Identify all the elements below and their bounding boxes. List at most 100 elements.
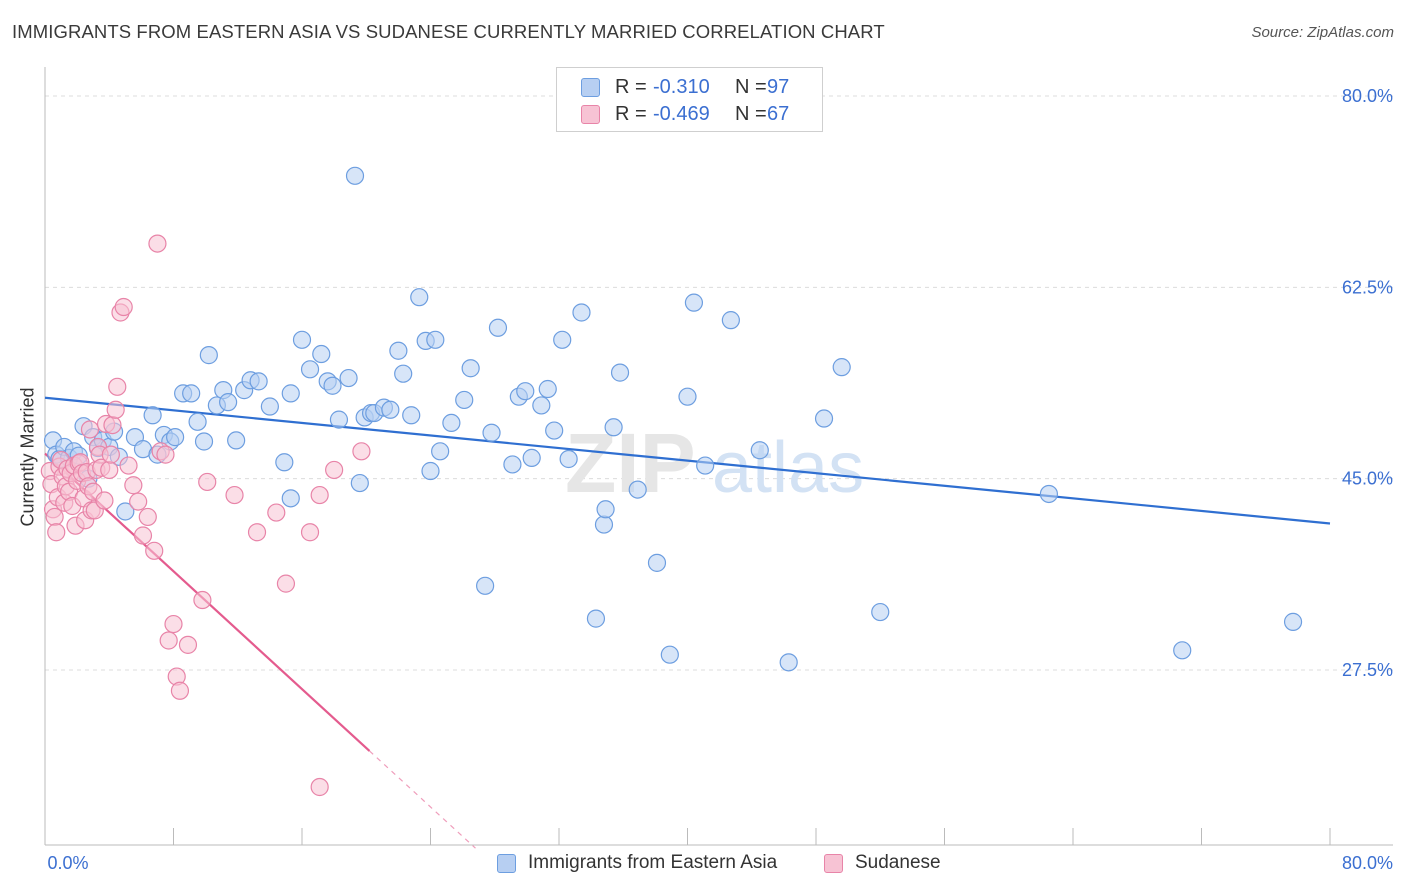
y-tick-label: 27.5%: [1342, 660, 1393, 680]
watermark-zip: ZIP: [565, 416, 696, 510]
data-point: [156, 445, 175, 464]
data-point: [103, 415, 122, 435]
data-point: [227, 431, 246, 450]
data-point: [133, 526, 153, 545]
data-point: [329, 410, 349, 429]
data-point: [281, 489, 300, 508]
legend-n-label: N =: [735, 75, 767, 98]
data-point: [300, 523, 320, 542]
data-point: [586, 609, 606, 628]
bottom-legend-eastern-asia: Immigrants from Eastern Asia: [497, 852, 777, 874]
data-point: [143, 406, 162, 425]
data-point: [260, 397, 279, 416]
data-point: [647, 553, 667, 572]
data-point: [1173, 641, 1192, 660]
data-point: [545, 421, 564, 440]
legend-row-eastern-asia: R = -0.310 N = 97: [581, 74, 789, 100]
legend-swatch-blue: [581, 77, 600, 97]
data-point: [1283, 612, 1303, 631]
y-tick-label: 80.0%: [1342, 86, 1393, 106]
data-point: [312, 344, 331, 364]
data-point: [871, 602, 890, 622]
data-point: [832, 358, 851, 377]
data-point: [488, 318, 508, 337]
legend-n-label: N =: [735, 102, 767, 125]
y-axis-label: Currently Married: [17, 387, 38, 527]
data-point: [678, 387, 697, 406]
data-point: [276, 574, 296, 593]
data-point: [684, 293, 704, 312]
data-point: [247, 523, 267, 542]
tick-labels: 27.5% 45.0% 62.5% 80.0% 0.0% 80.0%: [47, 86, 1393, 873]
data-point: [431, 442, 450, 461]
data-point: [225, 485, 244, 505]
legend-n-value: 67: [767, 102, 790, 125]
watermark-atlas: atlas: [712, 428, 864, 508]
data-point: [138, 507, 157, 527]
data-point: [170, 681, 190, 700]
x-tick-label: 0.0%: [47, 853, 88, 873]
data-point: [178, 635, 198, 654]
data-point: [164, 614, 183, 634]
data-point: [145, 541, 164, 560]
data-point: [381, 400, 400, 419]
data-point: [108, 377, 127, 396]
data-point: [814, 409, 834, 428]
data-point: [124, 476, 143, 495]
data-point: [394, 364, 413, 383]
data-point: [461, 359, 480, 378]
legend-n-value: 97: [767, 75, 790, 98]
data-point: [80, 420, 100, 439]
data-point: [350, 473, 369, 493]
data-point: [352, 442, 371, 461]
data-point: [572, 303, 591, 322]
data-point: [159, 631, 178, 650]
data-point: [114, 297, 133, 317]
data-point: [281, 384, 300, 403]
data-point: [166, 428, 185, 447]
data-point: [249, 372, 268, 391]
bottom-legend-sudanese: Sudanese: [824, 852, 941, 874]
data-point: [292, 330, 312, 349]
data-point: [310, 777, 329, 797]
data-point: [199, 346, 218, 365]
data-point: [750, 441, 769, 460]
y-tick-label: 62.5%: [1342, 277, 1393, 297]
data-point: [482, 423, 501, 442]
data-point: [779, 653, 798, 672]
legend-series-label: Immigrants from Eastern Asia: [528, 852, 778, 873]
trend-line-eastern-asia: [44, 396, 1331, 525]
legend-r-label: R =: [615, 102, 647, 125]
legend-swatch-blue: [497, 853, 516, 873]
data-point: [628, 480, 647, 499]
data-point: [538, 379, 557, 399]
data-point: [129, 492, 148, 511]
data-point: [95, 491, 114, 510]
data-point: [442, 413, 461, 433]
data-point: [345, 166, 365, 185]
legend-r-label: R =: [615, 75, 647, 98]
trend-line-sudanese-extension: [369, 750, 476, 849]
chart-source: Source: ZipAtlas.com: [1251, 24, 1394, 41]
data-point: [455, 390, 474, 410]
data-point: [275, 453, 294, 472]
data-point: [594, 515, 614, 534]
data-point: [522, 448, 541, 467]
gridlines: [45, 95, 1393, 671]
data-point: [516, 382, 535, 401]
data-point: [116, 502, 135, 521]
data-point: [100, 460, 119, 480]
chart-title: IMMIGRANTS FROM EASTERN ASIA VS SUDANESE…: [12, 21, 885, 42]
data-point: [660, 645, 679, 664]
data-point: [194, 432, 214, 451]
axes: [44, 67, 1393, 846]
data-point: [47, 523, 66, 542]
data-point: [182, 384, 201, 403]
data-point: [339, 368, 358, 388]
data-point: [410, 288, 429, 307]
x-tick-label: 80.0%: [1342, 853, 1393, 873]
data-point: [604, 418, 623, 437]
data-point: [198, 472, 217, 492]
data-point: [476, 576, 495, 595]
